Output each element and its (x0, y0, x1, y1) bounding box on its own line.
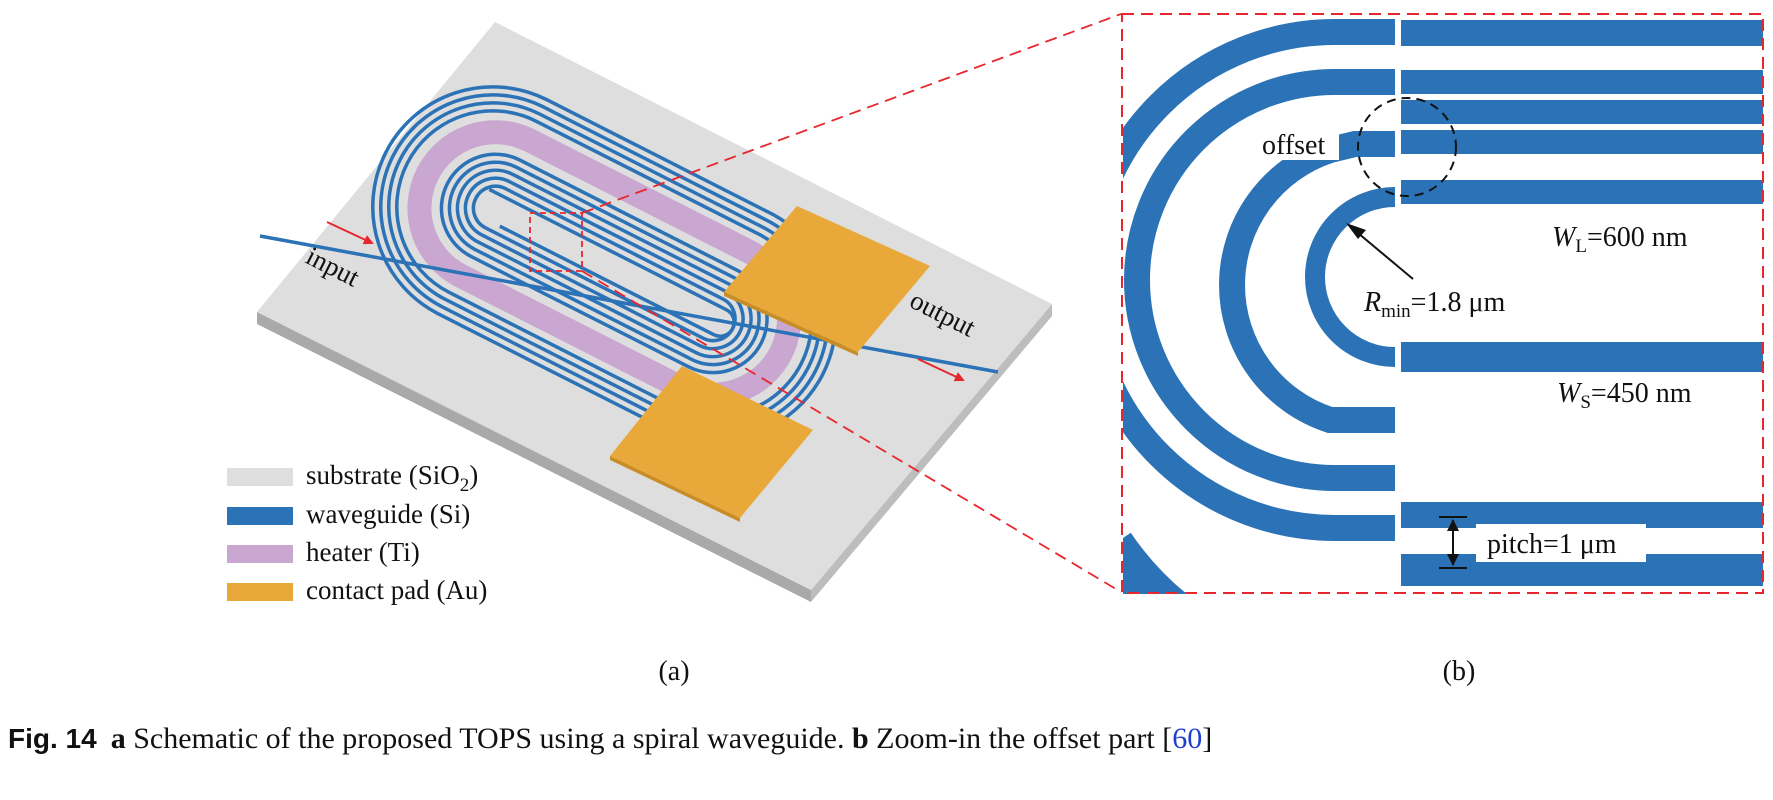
pitch-arrow-down (1447, 554, 1459, 566)
caption-b-text: Zoom-in the offset part [ (868, 722, 1173, 755)
legend-swatch-waveguide (227, 507, 293, 525)
caption-end: ] (1202, 722, 1213, 755)
bus-waveguide (259, 234, 999, 374)
legend-swatch-substrate (227, 468, 293, 486)
zoom-panel-border (1121, 13, 1764, 594)
legend-swatch-heater (227, 545, 293, 563)
legend-label-waveguide: waveguide (Si) (306, 499, 470, 529)
caption-a-text: Schematic of the proposed TOPS using a s… (125, 722, 852, 755)
legend-label-pad: contact pad (Au) (306, 575, 487, 605)
panel-a-sublabel: (a) (658, 656, 689, 687)
panel-a: input output substrate (SiO2) waveguide … (227, 13, 1122, 687)
caption-b-marker: b (851, 722, 869, 755)
rmin-label: Rmin=1.8 μm (1363, 287, 1505, 322)
caption-fig-number: Fig. 14 (8, 723, 97, 754)
figure-caption: Fig. 14 a Schematic of the proposed TOPS … (8, 722, 1748, 756)
contact-pad-top (724, 206, 930, 352)
rmin-arrowhead (1346, 223, 1366, 239)
output-arrow (917, 358, 965, 382)
zoom-line-bottom (581, 270, 1122, 593)
contact-pad-bottom (610, 366, 813, 518)
ws-label: WS=450 nm (1557, 378, 1692, 413)
contact-pad-side-top (724, 292, 858, 356)
zoom-region-box (529, 212, 583, 272)
caption-a-marker: a (110, 722, 126, 755)
offset-circle (1357, 97, 1457, 197)
rmin-arrow (1351, 227, 1414, 280)
panel-b-sublabel: (b) (1443, 656, 1476, 687)
offset-label: offset (1262, 130, 1325, 161)
substrate-side-right (811, 304, 1052, 602)
pitch-arrow-up (1447, 519, 1459, 531)
pitch-label: pitch=1 μm (1487, 529, 1617, 560)
spiral-waveguide (371, 85, 838, 442)
contact-pad-side-bottom (610, 456, 740, 522)
legend-label-heater: heater (Ti) (306, 537, 420, 567)
substrate-side-left (257, 312, 811, 602)
legend-swatch-pad (227, 583, 293, 601)
legend-label-substrate: substrate (SiO2) (306, 460, 478, 496)
input-arrow (326, 221, 374, 245)
legend: substrate (SiO2) waveguide (Si) heater (… (227, 460, 487, 605)
panel-b: offset WL=600 nm Rmin=1.8 μm WS=450 nm p… (1121, 13, 1764, 687)
zoom-line-top (581, 13, 1122, 214)
wl-label: WL=600 nm (1552, 222, 1688, 257)
caption-ref-link[interactable]: 60 (1172, 722, 1203, 755)
